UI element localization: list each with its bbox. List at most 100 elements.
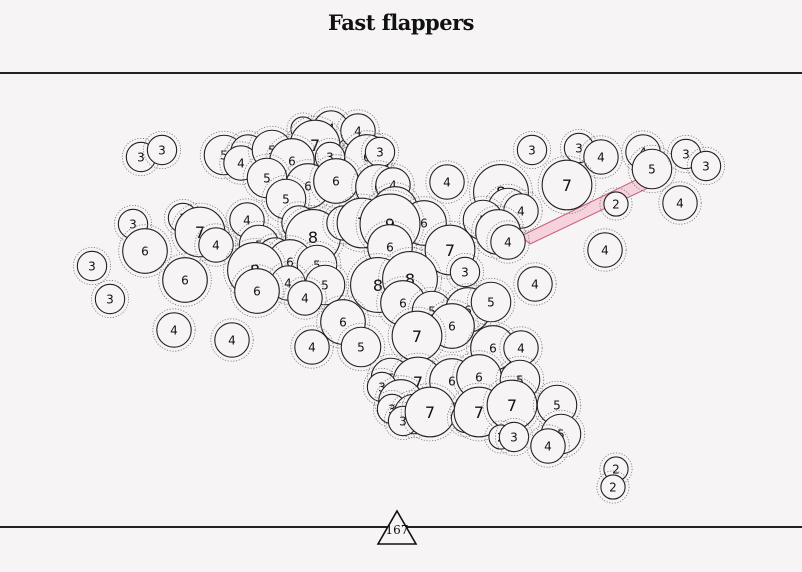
node: 4 [526,424,570,468]
node-label: 7 [195,223,205,242]
node-circle [631,148,673,190]
node-halo [486,220,530,264]
node-halo [90,279,130,319]
node-label: 5 [357,341,365,355]
node-circle [214,322,250,358]
node-label: 7 [413,373,423,392]
node-halo [499,326,543,370]
node-label: 3 [682,148,690,162]
node-label: 6 [489,342,497,356]
node-label: 7 [445,241,455,260]
node-halo [316,295,370,349]
node: 7 [537,155,597,215]
node-label: 3 [326,151,334,165]
node-label: 4 [212,239,220,253]
node-circle [530,428,566,464]
node: 3 [90,279,130,319]
node-halo [420,220,480,280]
node-label: 4 [237,157,245,171]
page-title: Fast flappers [328,10,474,35]
node-halo [210,318,254,362]
node-circle [449,256,481,288]
top-rule [0,72,802,74]
node-label: 4 [243,214,251,228]
node-label: 4 [354,125,362,139]
node: 6 [230,264,284,318]
node-label: 3 [399,415,407,429]
node: 2 [596,470,630,504]
node: 4 [283,276,327,320]
node-label: 5 [263,172,271,186]
node-label: 4 [517,205,525,219]
node-label: 4 [284,277,292,291]
node-label: 3 [137,151,145,165]
node: 4 [425,160,469,204]
node-halo [579,135,623,179]
node-label: 6 [420,217,428,231]
node-circle [156,312,192,348]
node: 5 [627,144,677,194]
node-halo [471,205,525,259]
node-circle [603,191,629,217]
node: 4 [152,308,196,352]
node: 4 [210,318,254,362]
node-circle [294,329,330,365]
node-label: 5 [321,279,329,293]
node: 4 [486,220,530,264]
node-label: 6 [253,285,261,299]
node-halo [152,308,196,352]
node-label: 5 [516,374,524,388]
node-label: 6 [448,320,456,334]
node-label: 3 [510,431,518,445]
node-circle [429,164,465,200]
node-circle [498,421,530,453]
node-label: 6 [181,274,189,288]
node-circle [94,283,126,315]
node-label: 7 [425,403,435,422]
node-circle [490,224,526,260]
node-label: 6 [286,256,294,270]
node-halo [378,247,442,311]
node-label: 8 [405,270,415,289]
node: 4 [658,181,702,225]
node: 4 [579,135,623,179]
node-halo [627,144,677,194]
node-halo [537,155,597,215]
node-label: 7 [412,327,422,346]
node-halo [599,452,633,486]
node-label: 4 [601,244,609,258]
node-circle [287,280,323,316]
node-halo [158,253,212,307]
node-circle [600,474,626,500]
node: 4 [583,228,627,272]
node-label: 4 [443,176,451,190]
page-triangle-icon [376,509,418,545]
node-label: 4 [389,179,397,193]
node-circle [340,326,382,368]
node-label: 3 [575,142,583,156]
node-label: 2 [612,198,620,212]
node-label: 4 [597,151,605,165]
node-label: 5 [553,399,561,413]
node: 3 [686,146,726,186]
node: 4 [290,325,334,369]
page-number: 167 [385,523,409,537]
node: 4 [499,326,543,370]
node-circle [76,250,108,282]
node-halo [513,262,557,306]
node-label: 4 [170,324,178,338]
node-circle [541,159,593,211]
node-label: 8 [308,228,318,247]
node-label: 3 [106,293,114,307]
node-circle [583,139,619,175]
node-halo [599,187,633,221]
node: 3 [72,246,112,286]
node-label: 3 [378,381,386,395]
node-halo [494,417,534,457]
node-halo [371,163,415,207]
node-label: 7 [474,403,484,422]
node-halo [118,224,172,278]
node-label: 4 [676,197,684,211]
node-label: 3 [528,144,536,158]
